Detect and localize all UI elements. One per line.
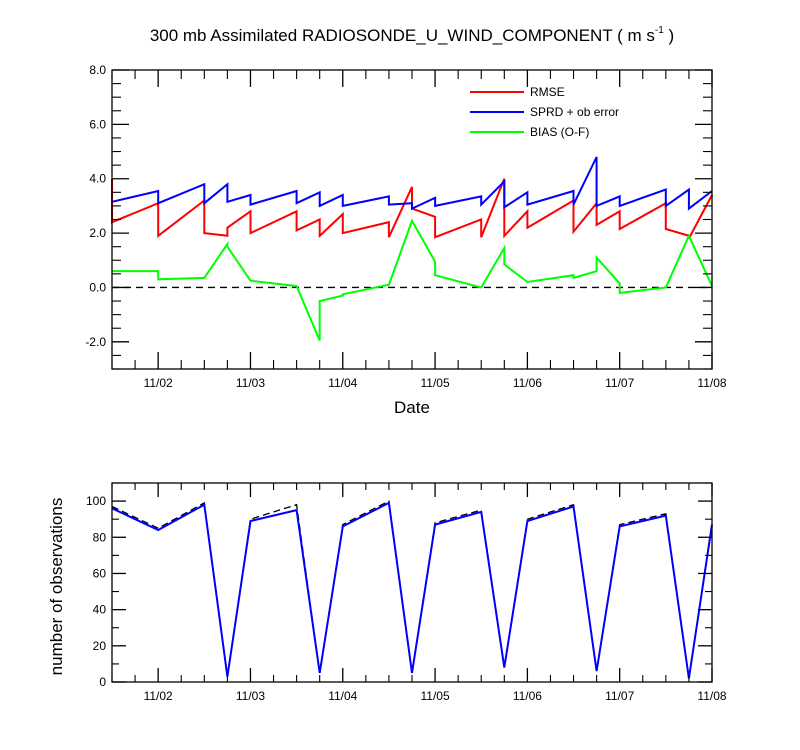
legend-label: BIAS (O-F) bbox=[530, 125, 589, 139]
series-line-rmse bbox=[111, 178, 713, 239]
y-tick-label: 60 bbox=[93, 566, 107, 580]
x-tick-label: 11/08 bbox=[697, 376, 726, 390]
y-tick-label: 80 bbox=[93, 530, 107, 544]
y-tick-label: 100 bbox=[86, 494, 106, 508]
y-tick-label: 0.0 bbox=[89, 280, 106, 294]
series-line-assimilated bbox=[111, 501, 713, 679]
y-tick-label: -2.0 bbox=[85, 335, 106, 349]
x-tick-label: 11/02 bbox=[144, 689, 173, 703]
x-tick-label: 11/07 bbox=[605, 689, 634, 703]
y-tick-label: 2.0 bbox=[89, 226, 106, 240]
y-tick-label: 6.0 bbox=[89, 117, 106, 131]
chart-title: 300 mb Assimilated RADIOSONDE_U_WIND_COM… bbox=[150, 25, 674, 45]
y-tick-label: 8.0 bbox=[89, 63, 106, 77]
series-line-sprd-ob-error bbox=[111, 156, 713, 211]
legend-label: SPRD + ob error bbox=[530, 105, 619, 119]
x-tick-label: 11/06 bbox=[513, 376, 542, 390]
y-tick-label: 40 bbox=[93, 603, 107, 617]
y-tick-label: 20 bbox=[93, 639, 107, 653]
x-tick-label: 11/04 bbox=[328, 689, 357, 703]
x-tick-label: 11/08 bbox=[697, 689, 726, 703]
x-tick-label: 11/05 bbox=[421, 376, 450, 390]
x-tick-label: 11/02 bbox=[144, 376, 173, 390]
x-tick-label: 11/03 bbox=[236, 376, 265, 390]
plot-frame bbox=[111, 482, 713, 683]
legend-label: RMSE bbox=[530, 85, 565, 99]
y-tick-label: 4.0 bbox=[89, 172, 106, 186]
x-tick-label: 11/04 bbox=[328, 376, 357, 390]
bottom-panel: 11/02 11/03 11/04 11/05 11/06 11/07 11/08 0 20 40… bbox=[47, 482, 727, 703]
series-line-bias-o-f bbox=[112, 218, 713, 341]
y-tick-label: 0 bbox=[99, 675, 106, 689]
x-tick-label: 11/06 bbox=[513, 689, 542, 703]
top-panel: 11/02 11/03 11/04 11/05 11/06 11/07 11/08 -2.0 0… bbox=[85, 63, 727, 417]
series-line-possible bbox=[111, 500, 713, 679]
x-tick-label: 11/07 bbox=[605, 376, 634, 390]
x-axis-label: Date bbox=[394, 398, 430, 417]
y-axis-label: number of observations bbox=[47, 498, 66, 676]
x-tick-label: 11/05 bbox=[421, 689, 450, 703]
x-tick-label: 11/03 bbox=[236, 689, 265, 703]
